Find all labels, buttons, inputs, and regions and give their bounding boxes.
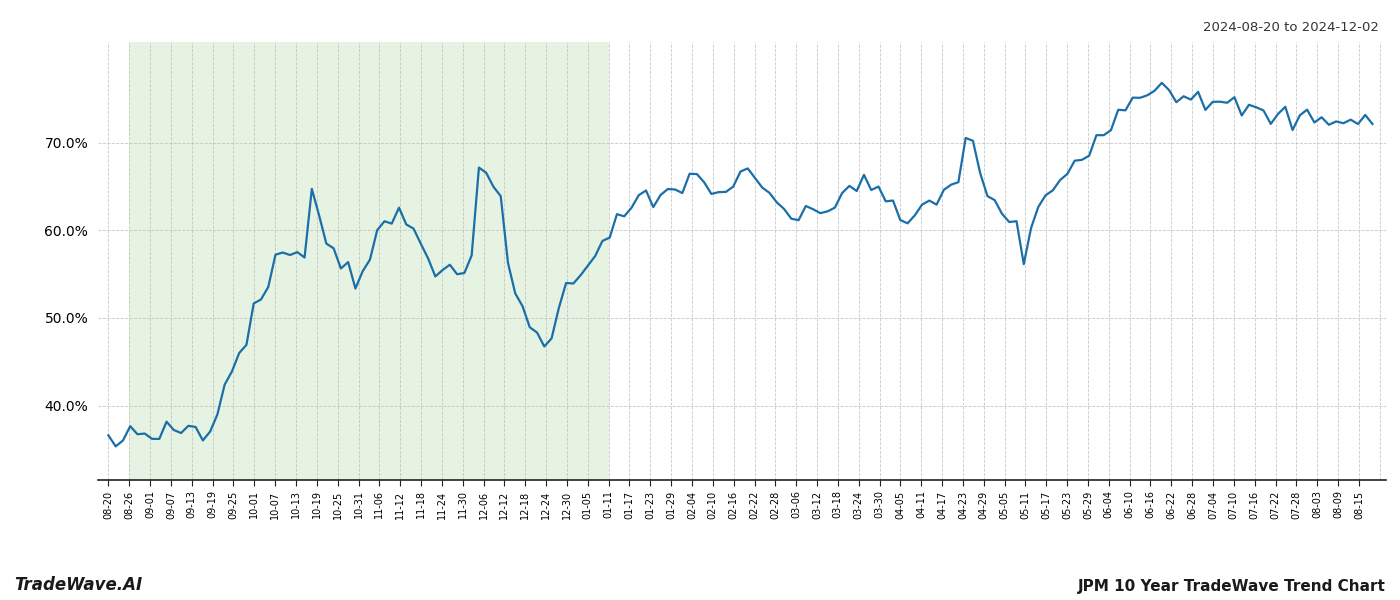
- Text: 2024-08-20 to 2024-12-02: 2024-08-20 to 2024-12-02: [1203, 21, 1379, 34]
- Text: TradeWave.AI: TradeWave.AI: [14, 576, 143, 594]
- Bar: [129, 42, 609, 480]
- Text: JPM 10 Year TradeWave Trend Chart: JPM 10 Year TradeWave Trend Chart: [1078, 579, 1386, 594]
